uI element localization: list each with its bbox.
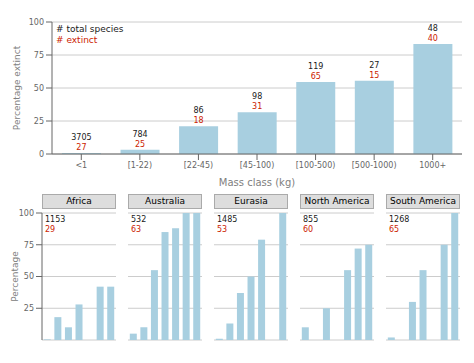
svg-text:Percentage extinct: Percentage extinct (12, 45, 22, 130)
svg-text:75: 75 (24, 241, 34, 250)
html-text:# extinct: # extinct (56, 35, 98, 45)
svg-text:86: 86 (194, 106, 204, 115)
html-text:60: 60 (303, 225, 314, 234)
svg-text:[22-45): [22-45) (184, 161, 214, 170)
html-text:1153: 1153 (45, 215, 66, 224)
svg-text:25: 25 (24, 304, 34, 313)
svg-text:[45-100): [45-100) (240, 161, 275, 170)
html-text:532: 532 (131, 215, 147, 224)
svg-text:65: 65 (311, 72, 321, 81)
svg-text:1000+: 1000+ (419, 161, 446, 170)
svg-text:784: 784 (132, 130, 147, 139)
svg-text:<1: <1 (75, 161, 87, 170)
html-text:South America: South America (389, 196, 457, 206)
svg-text:[1-22): [1-22) (128, 161, 152, 170)
svg-text:[500-1000): [500-1000) (352, 161, 397, 170)
svg-text:Mass class (kg): Mass class (kg) (219, 177, 295, 188)
html-text:Africa: Africa (66, 196, 92, 206)
html-text:Eurasia: Eurasia (234, 196, 268, 206)
svg-text:27: 27 (369, 61, 379, 70)
html-text:1485: 1485 (217, 215, 238, 224)
svg-text:31: 31 (252, 102, 262, 111)
svg-text:0: 0 (39, 150, 44, 159)
html-text:63: 63 (131, 225, 142, 234)
svg-text:48: 48 (428, 24, 438, 33)
svg-text:98: 98 (252, 92, 262, 101)
html-text:1268: 1268 (389, 215, 410, 224)
svg-text:[100-500): [100-500) (296, 161, 336, 170)
svg-text:3705: 3705 (71, 133, 91, 142)
svg-text:119: 119 (308, 62, 323, 71)
svg-text:100: 100 (19, 209, 34, 218)
svg-text:15: 15 (369, 71, 379, 80)
html-text:North America: North America (304, 196, 370, 206)
html-text:65: 65 (389, 225, 400, 234)
svg-text:27: 27 (76, 143, 86, 152)
svg-text:100: 100 (29, 18, 44, 27)
svg-text:Percentage: Percentage (10, 251, 20, 302)
svg-text:18: 18 (194, 116, 204, 125)
svg-text:40: 40 (428, 34, 438, 43)
svg-text:25: 25 (135, 140, 145, 149)
svg-text:25: 25 (34, 117, 44, 126)
svg-text:50: 50 (34, 84, 44, 93)
html-text:29: 29 (45, 225, 56, 234)
html-text:# total species: # total species (56, 24, 124, 34)
html-text:855: 855 (303, 215, 319, 224)
html-text:Australia: Australia (145, 196, 185, 206)
html-text:53: 53 (217, 225, 228, 234)
svg-text:75: 75 (34, 51, 44, 60)
svg-text:50: 50 (24, 272, 34, 281)
